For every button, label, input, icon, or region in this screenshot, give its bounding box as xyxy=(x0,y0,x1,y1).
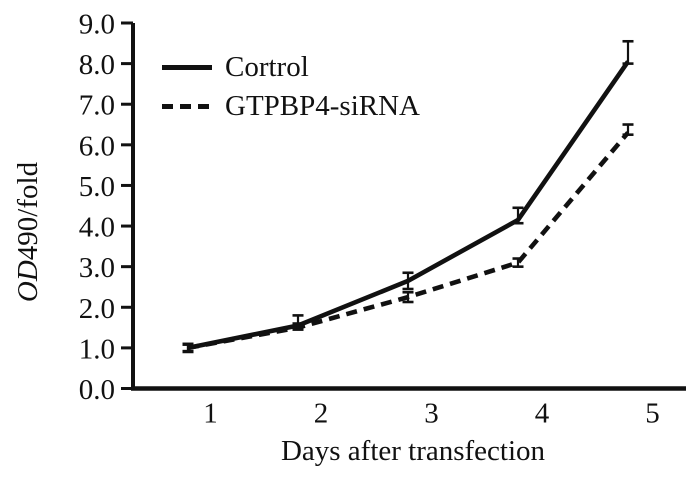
y-tick-label: 8.0 xyxy=(79,49,115,81)
y-axis-title-regular: 490/fold xyxy=(12,161,44,261)
y-tick-label: 9.0 xyxy=(79,9,115,41)
y-tick-label: 5.0 xyxy=(79,171,115,203)
x-axis-title: Days after transfection xyxy=(280,435,546,467)
y-tick-label: 0.0 xyxy=(79,374,115,406)
y-tick-label: 2.0 xyxy=(79,293,115,325)
legend: Cortrol GTPBP4-siRNA xyxy=(162,49,420,125)
y-axis-title: OD490/fold xyxy=(7,82,49,382)
x-tick-label: 1 xyxy=(203,398,218,430)
dashed-line-sample xyxy=(162,104,212,109)
x-tick-label: 3 xyxy=(424,398,439,430)
x-tick-label: 2 xyxy=(314,398,329,430)
line-series-1-dashed xyxy=(187,131,630,351)
y-tick-label: 4.0 xyxy=(79,212,115,244)
y-tick-label: 3.0 xyxy=(79,252,115,284)
y-tick-label: 7.0 xyxy=(79,90,115,122)
legend-label-sirna: GTPBP4-siRNA xyxy=(225,90,420,122)
x-tick-label: 5 xyxy=(645,398,660,430)
y-tick-label: 6.0 xyxy=(79,130,115,162)
y-axis-title-italic: OD xyxy=(12,260,44,303)
legend-item-sirna: GTPBP4-siRNA xyxy=(162,88,420,125)
legend-label-control: Cortrol xyxy=(225,51,309,83)
y-tick-label: 1.0 xyxy=(79,333,115,365)
legend-item-control: Cortrol xyxy=(162,49,420,86)
solid-line-sample xyxy=(162,65,212,70)
x-tick-label: 4 xyxy=(535,398,550,430)
